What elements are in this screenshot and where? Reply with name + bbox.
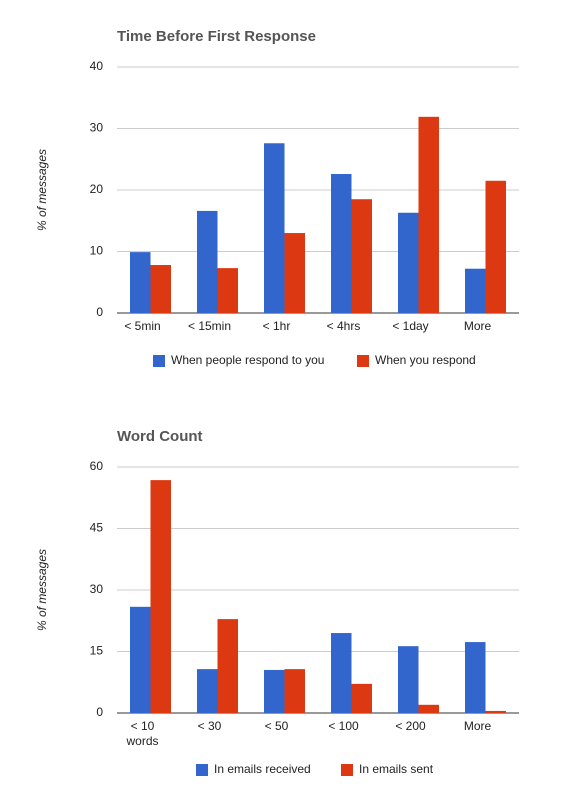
y-axis-label: % of messages [35,549,49,631]
legend-swatch [341,764,353,776]
y-axis-label: % of messages [35,149,49,231]
y-tick-label: 30 [90,582,104,596]
legend-swatch [153,355,165,367]
bar [465,642,486,713]
x-tick-label: < 1day [392,319,429,333]
x-tick-label-box: < 10 words [126,719,159,748]
y-tick-label: 10 [90,244,104,258]
bar [398,646,419,713]
bar [418,116,439,313]
bar [217,268,238,313]
chart-title: Word Count [117,428,203,445]
x-tick-label: < 4hrs [326,319,361,333]
y-tick-label: 60 [90,459,104,473]
bar [264,669,285,713]
x-tick-label-box: More [463,319,492,333]
legend-label: In emails sent [359,762,434,776]
bar [217,619,238,713]
x-tick-label: More [463,719,492,733]
x-tick-label-box: More [463,719,492,733]
x-tick-label: < 30 [197,719,222,733]
bar [331,174,352,313]
legend-label: When people respond to you [171,353,324,367]
y-tick-label: 0 [96,305,103,319]
bar [351,683,372,713]
bar [418,704,439,713]
y-tick-label: 15 [90,644,104,658]
bar [485,180,506,313]
x-tick-label: < 1hr [262,319,291,333]
x-tick-label: < 15min [187,319,232,333]
x-tick-label-box: < 4hrs [326,319,361,333]
y-tick-label: 30 [90,121,104,135]
bar [130,252,151,313]
y-tick-label: 0 [96,705,103,719]
bar [197,210,218,313]
x-tick-label: < 5min [124,319,161,333]
bar [197,669,218,713]
bar [130,606,151,713]
legend-swatch [196,764,208,776]
y-tick-label: 45 [90,521,104,535]
x-tick-label-box: < 30 [197,719,222,733]
x-tick-label: < 10 words [126,719,159,748]
legend-label: In emails received [214,762,311,776]
x-tick-label-box: < 100 [328,719,359,733]
bar [264,143,285,313]
bar [398,212,419,313]
x-tick-label: < 50 [264,719,289,733]
bar [150,265,171,313]
bar [150,480,171,713]
y-tick-label: 40 [90,59,104,73]
x-tick-label: < 200 [395,719,426,733]
x-tick-label-box: < 200 [395,719,426,733]
legend-label: When you respond [375,353,476,367]
bar [284,233,305,313]
bar [284,669,305,713]
x-tick-label-box: < 50 [264,719,289,733]
x-tick-label: < 100 [328,719,359,733]
x-tick-label-box: < 1hr [262,319,291,333]
x-tick-label-box: < 1day [392,319,429,333]
chart-title: Time Before First Response [117,28,316,45]
bar [331,633,352,713]
y-tick-label: 20 [90,182,104,196]
legend-swatch [357,355,369,367]
x-tick-label-box: < 5min [124,319,161,333]
x-tick-label-box: < 15min [187,319,232,333]
bar [351,199,372,313]
bar [465,268,486,313]
x-tick-label: More [463,319,492,333]
bar [485,710,506,713]
